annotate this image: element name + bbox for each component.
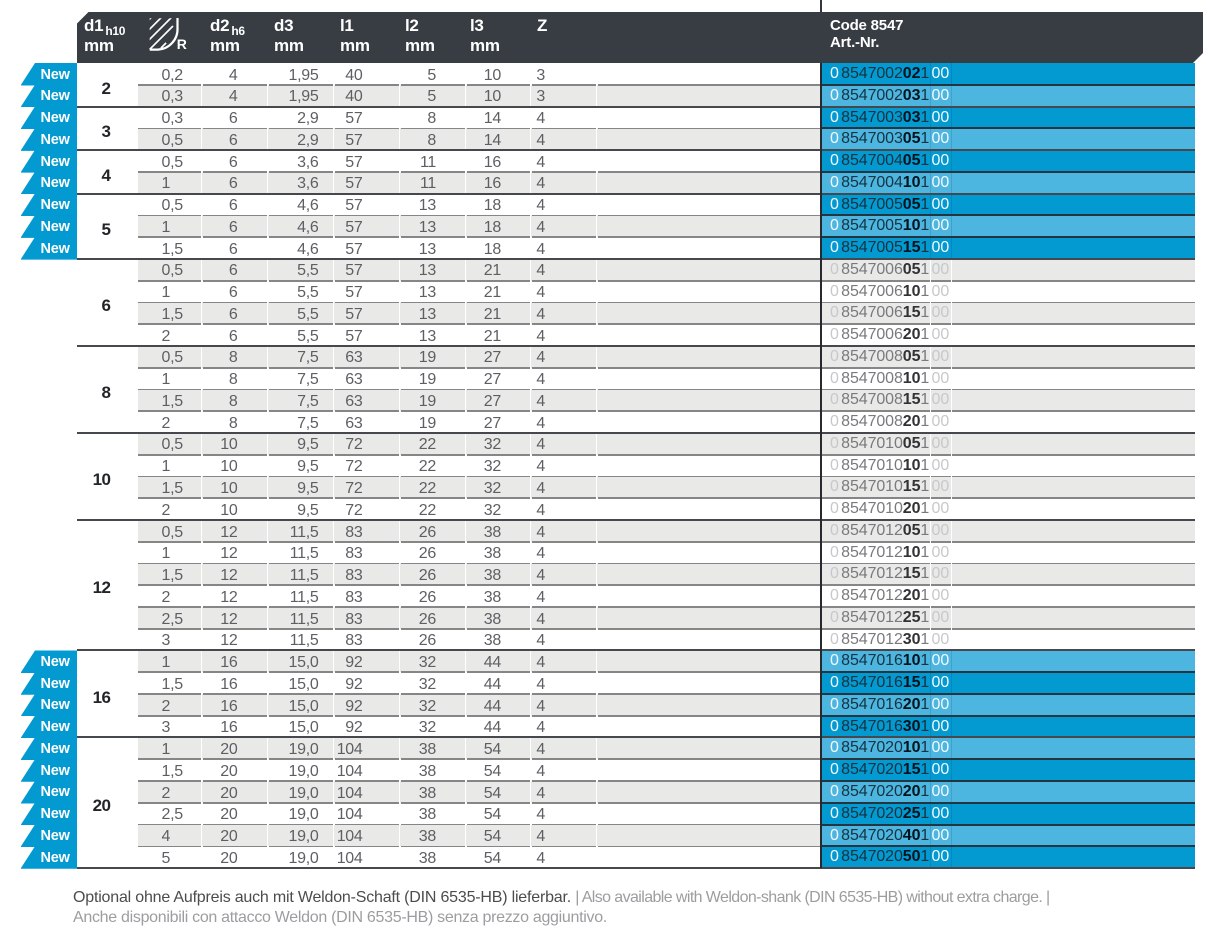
svg-text:R: R [177, 36, 187, 52]
